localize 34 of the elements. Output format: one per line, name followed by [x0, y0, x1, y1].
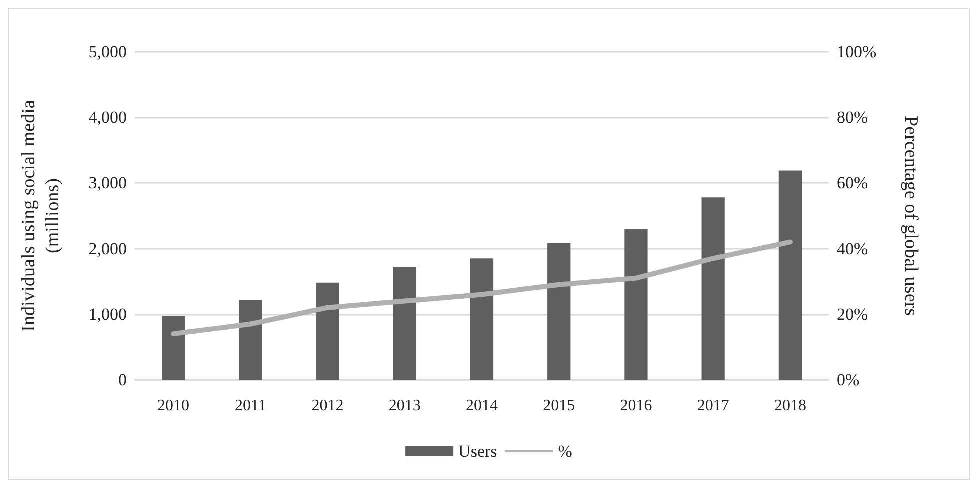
x-tick-label: 2017: [697, 398, 730, 414]
y-axis-title: Individuals using social media (millions): [18, 100, 64, 332]
x-tick-label: 2014: [466, 398, 498, 414]
legend-label: %: [558, 442, 572, 461]
x-tick-label: 2011: [234, 398, 266, 414]
y2-tick-label: 0%: [837, 370, 860, 390]
y2-axis-title: Percentage of global users: [900, 116, 922, 316]
bar: [162, 316, 186, 380]
bar: [702, 198, 725, 380]
bar: [470, 258, 494, 380]
x-tick-label: 2010: [158, 398, 190, 414]
legend-label: Users: [458, 442, 498, 461]
y-tick-label: 2,000: [88, 239, 127, 258]
x-tick-label: 2015: [543, 398, 576, 414]
y-tick-label: 0: [118, 370, 127, 390]
y-tick-label: 5,000: [88, 42, 127, 62]
y-tick-label: 1,000: [88, 304, 127, 324]
bar: [624, 229, 648, 380]
bar: [778, 170, 802, 380]
bar: [393, 267, 416, 380]
y2-tick-label: 60%: [837, 174, 868, 193]
y2-tick-label: 80%: [837, 108, 868, 128]
y-tick-label: 3,000: [88, 174, 127, 193]
y2-tick-label: 40%: [837, 239, 868, 258]
x-tick-label: 2012: [312, 398, 344, 414]
bar: [548, 244, 571, 380]
x-tick-label: 2016: [620, 398, 652, 414]
x-tick-label: 2013: [388, 398, 421, 414]
bar: [316, 282, 340, 380]
bar: [239, 300, 262, 380]
y-tick-label: 4,000: [88, 108, 127, 128]
y2-tick-label: 20%: [837, 304, 868, 324]
y2-tick-label: 100%: [837, 42, 877, 62]
x-tick-label: 2018: [774, 398, 806, 414]
